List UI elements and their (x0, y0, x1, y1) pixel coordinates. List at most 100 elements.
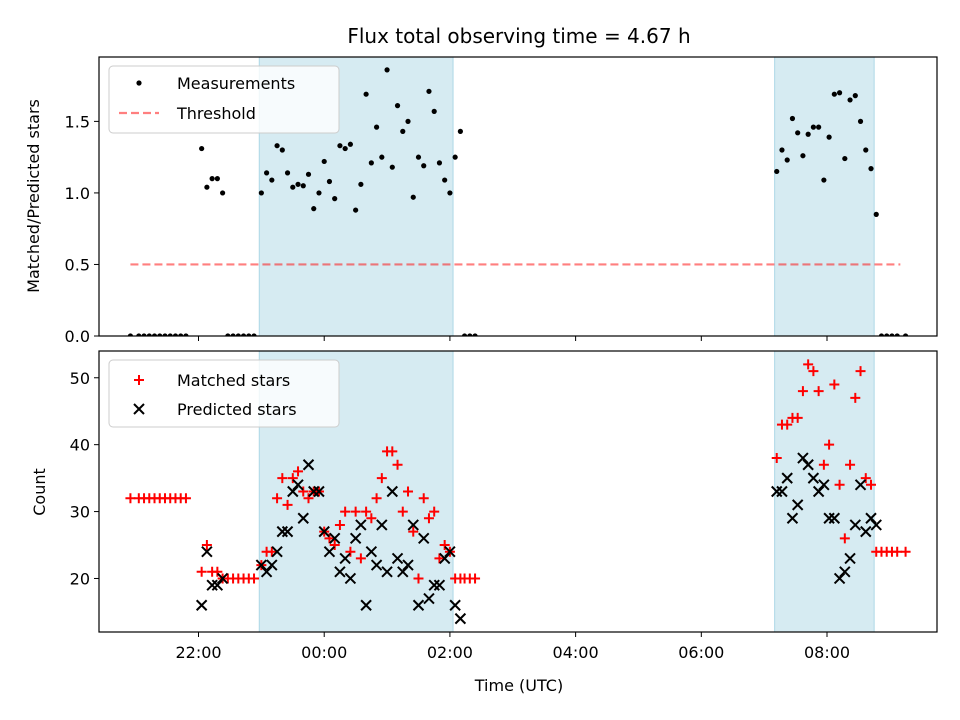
measurement-point (183, 333, 189, 336)
predicted-star-point (287, 485, 299, 498)
matched-star-point (900, 546, 911, 557)
x-tick-label: 04:00 (553, 643, 599, 662)
matched-star-point (434, 553, 445, 564)
measurement-point (235, 333, 241, 336)
matched-star-point (850, 392, 861, 403)
matched-star-point (824, 439, 835, 450)
matched-star-point (860, 473, 871, 484)
legend-matched-label: Matched stars (177, 371, 290, 390)
measurement-point (821, 177, 827, 183)
predicted-star-point (344, 572, 357, 585)
predicted-star-point (370, 559, 383, 571)
measurement-point (127, 333, 134, 336)
predicted-star-point (308, 485, 320, 498)
measurement-point (295, 181, 301, 187)
measurement-point (136, 333, 142, 336)
predicted-star-point (812, 485, 825, 498)
x-tick-label: 22:00 (175, 643, 221, 662)
measurement-point (353, 207, 359, 213)
measurement-point (805, 131, 811, 137)
predicted-star-point (870, 519, 882, 531)
predicted-star-point (260, 566, 273, 578)
measurement-point (172, 333, 179, 336)
matched-star-point (298, 486, 309, 497)
measurement-point (373, 124, 380, 130)
measurement-point (342, 145, 348, 152)
top-y-tick-label: 0.0 (65, 327, 90, 346)
measurement-point (269, 177, 275, 183)
matched-star-point (429, 506, 440, 517)
legend-predicted-marker (133, 403, 145, 415)
predicted-star-point (281, 525, 294, 538)
measurement-point (146, 333, 152, 336)
predicted-star-point (807, 472, 820, 484)
measurement-point (321, 158, 327, 165)
predicted-star-point (334, 566, 346, 578)
measurement-point (410, 194, 416, 200)
predicted-star-point (418, 532, 430, 545)
measurement-point (332, 196, 338, 202)
predicted-star-point (854, 479, 867, 491)
matched-star-point (293, 466, 304, 477)
matched-star-point (392, 459, 403, 470)
x-tick-label: 02:00 (427, 643, 473, 662)
matched-star-point (201, 540, 212, 551)
predicted-star-point (266, 559, 278, 571)
matched-star-point (212, 566, 223, 577)
matched-star-point (829, 379, 840, 390)
measurement-point (209, 176, 215, 182)
predicted-star-point (849, 519, 862, 531)
measurement-point (405, 118, 411, 124)
matched-star-point (839, 533, 850, 544)
top-shaded-interval (774, 57, 875, 336)
top-y-tick-label: 1.5 (65, 112, 90, 131)
measurement-point (847, 97, 853, 103)
predicted-star-point (328, 532, 341, 545)
top-y-tick-label: 0.5 (65, 255, 90, 274)
predicted-star-point (423, 592, 435, 605)
bottom-panel: 20 30 40 50 22:00 00:00 02:00 04:00 06:00 08:00 Ma… (70, 350, 938, 662)
matched-star-point (371, 493, 382, 504)
measurement-point (240, 333, 247, 336)
predicted-star-point (365, 546, 378, 558)
measurement-point (816, 124, 822, 130)
predicted-star-point (216, 572, 229, 585)
measurement-point (447, 190, 453, 196)
top-panel: 0.0 0.5 1.0 1.5 Measurements Threshold (65, 56, 938, 346)
matched-star-point (387, 446, 398, 457)
predicted-star-point (407, 519, 419, 531)
measurement-point (894, 333, 900, 336)
measurement-point (368, 160, 374, 166)
predicted-star-point (386, 485, 399, 498)
measurement-point (284, 170, 291, 176)
matched-star-point (845, 459, 856, 470)
x-axis-label: Time (UTC) (474, 676, 563, 695)
matched-star-point (355, 553, 366, 564)
predicted-star-point (865, 512, 877, 524)
measurement-point (902, 333, 909, 336)
bottom-y-tick-label: 30 (70, 503, 90, 522)
measurement-point (442, 177, 448, 183)
measurement-point (347, 141, 353, 147)
matched-star-point (892, 546, 903, 557)
measurement-point (789, 115, 796, 122)
measurement-point (461, 333, 468, 336)
measurement-point (452, 154, 458, 160)
matched-star-point (782, 419, 793, 430)
measurement-point (214, 176, 220, 182)
predicted-star-point (211, 579, 224, 591)
predicted-star-point (292, 479, 304, 491)
chart-title: Flux total observing time = 4.67 h (347, 24, 690, 48)
measurement-point (868, 166, 874, 172)
matched-star-point (818, 459, 829, 470)
measurement-point (415, 154, 422, 160)
bottom-y-tick-label: 40 (70, 436, 90, 455)
measurement-point (290, 184, 296, 190)
predicted-star-point (302, 459, 315, 471)
legend-measurements-label: Measurements (177, 74, 295, 93)
matched-star-point (350, 506, 361, 517)
predicted-star-point (206, 579, 218, 591)
matched-star-point (180, 493, 191, 504)
predicted-star-point (402, 559, 414, 571)
